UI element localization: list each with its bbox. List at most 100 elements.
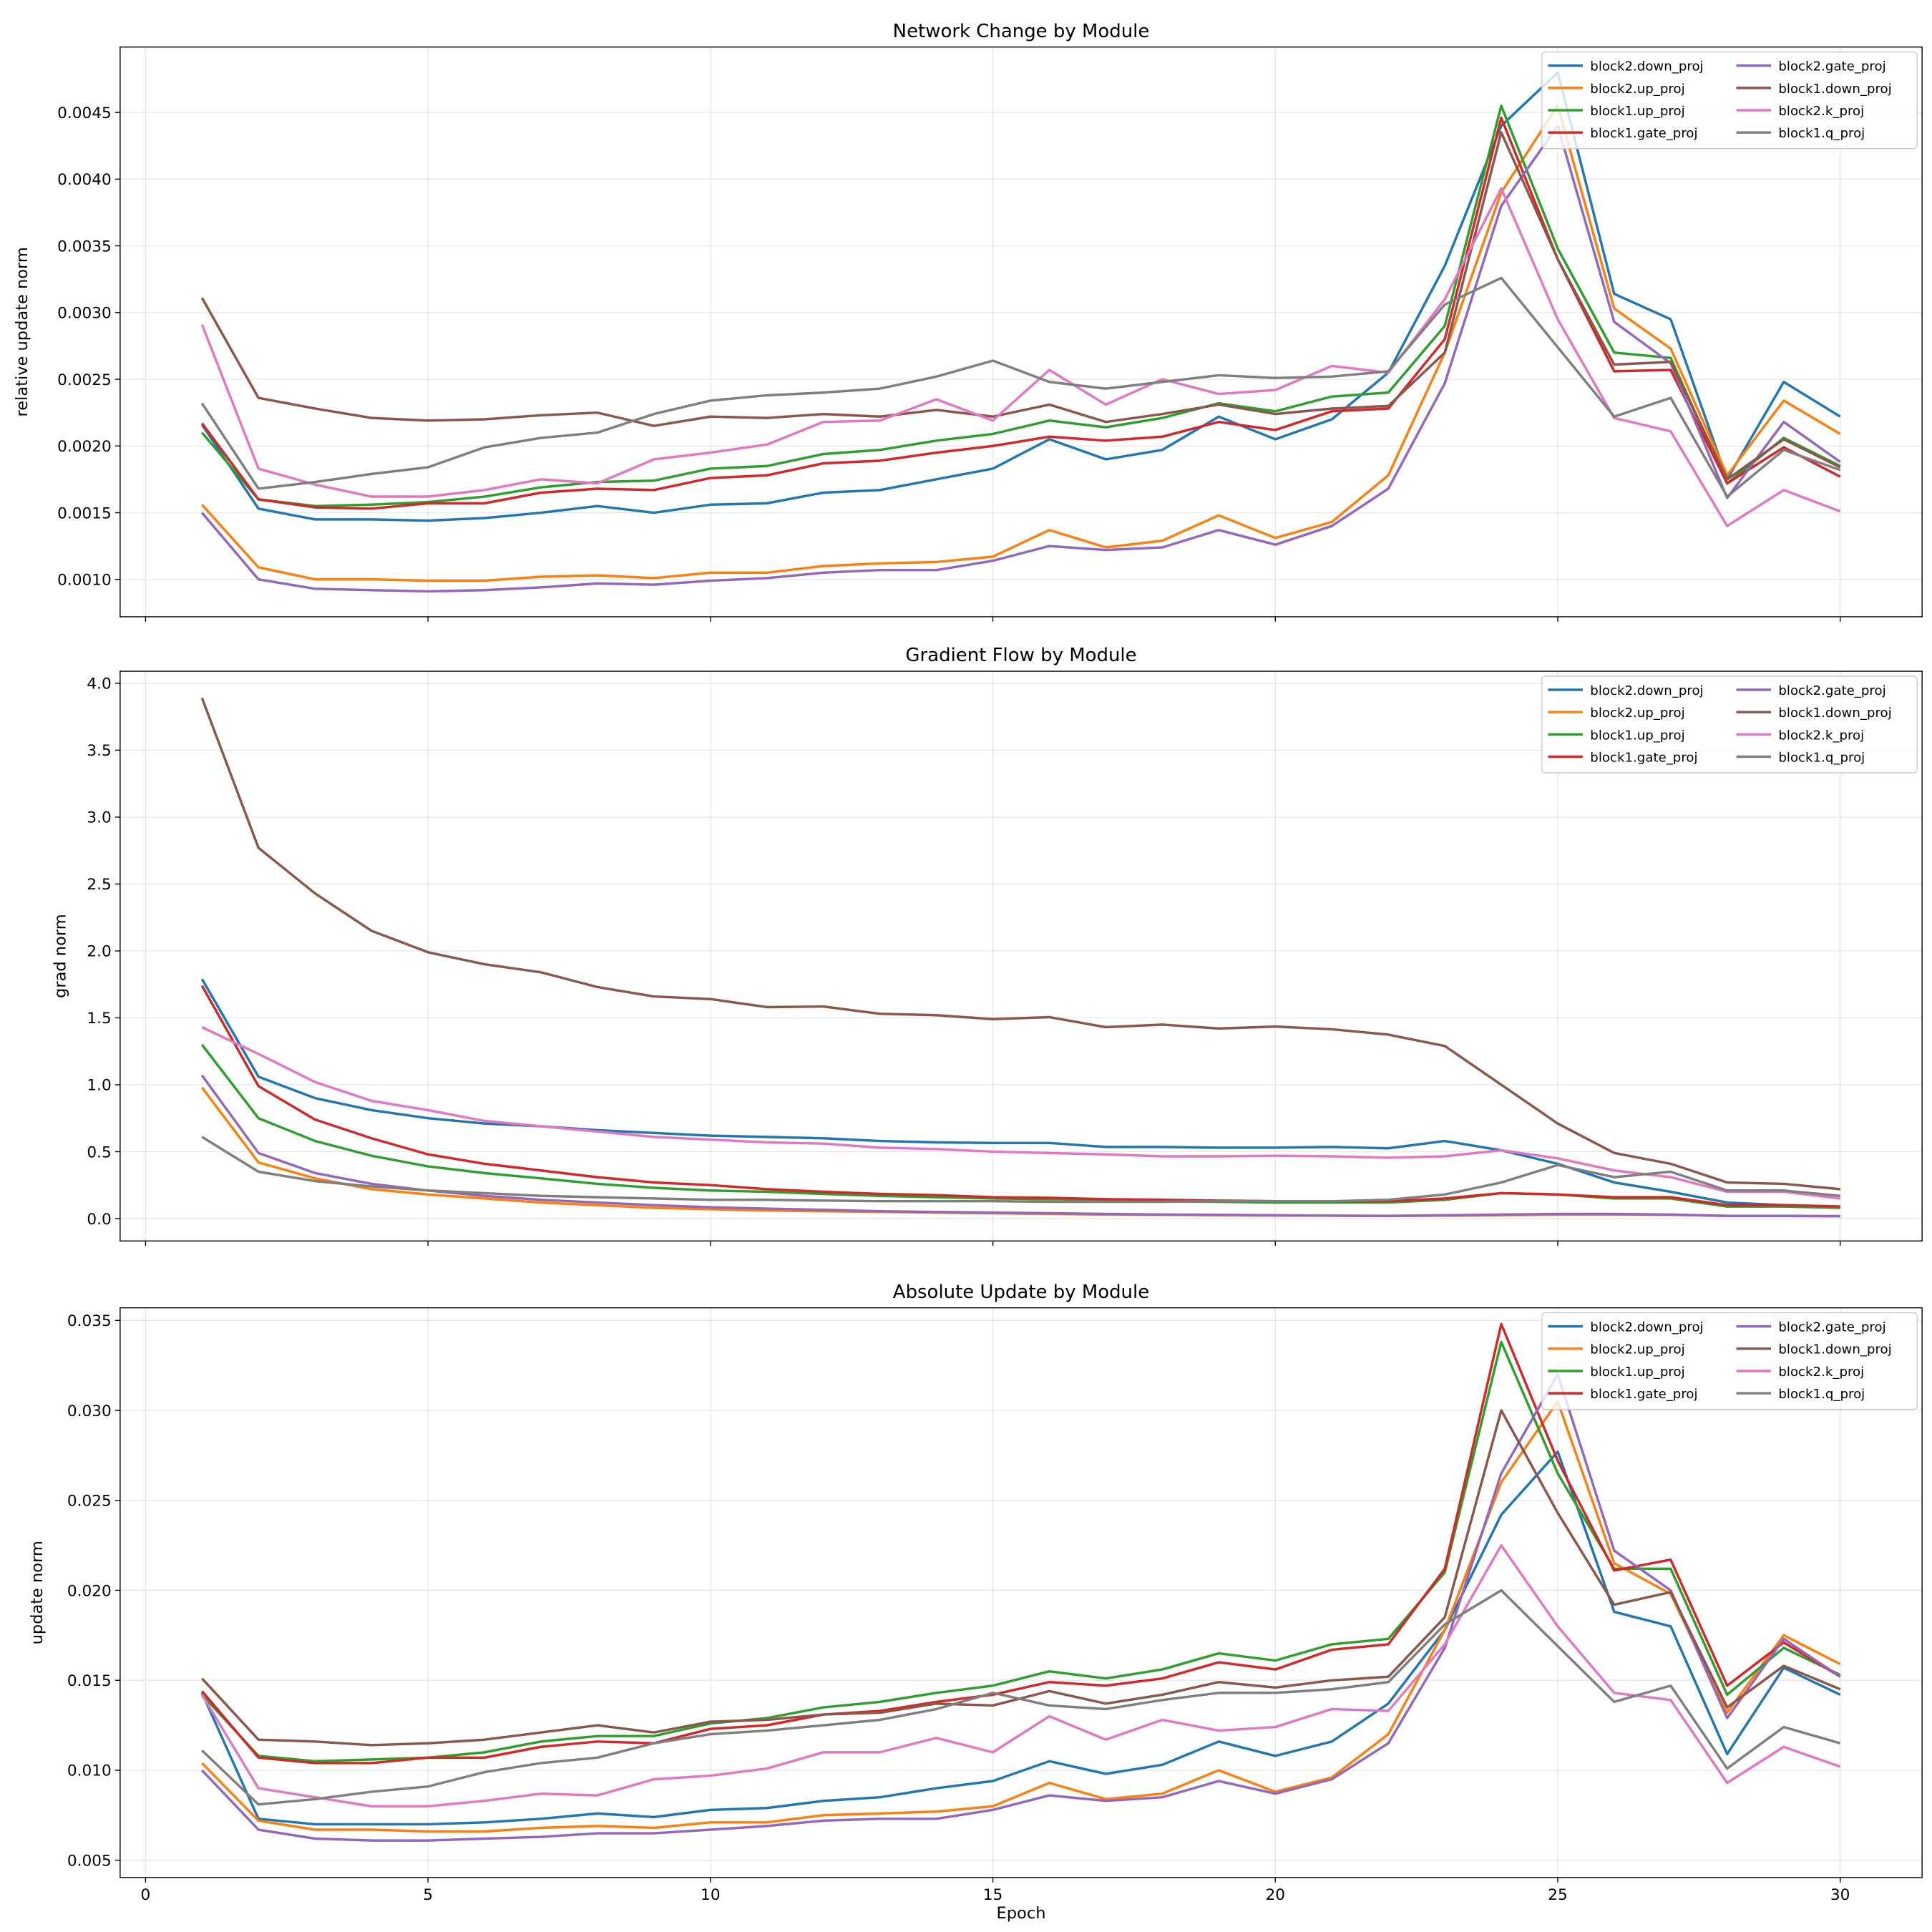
legend-label: block1.q_proj xyxy=(1778,126,1865,141)
y-tick-label: 0.025 xyxy=(67,1493,112,1511)
axes-frame xyxy=(119,670,1923,1241)
y-tick-label: 0.020 xyxy=(67,1582,112,1600)
legend-item: block1.gate_proj xyxy=(1548,126,1698,141)
legend-label: block2.k_proj xyxy=(1778,728,1864,743)
legend-frame xyxy=(1541,675,1918,774)
legend-label: block1.up_proj xyxy=(1590,104,1684,119)
y-tick-label: 0.5 xyxy=(87,1143,111,1161)
legend-item: block2.gate_proj xyxy=(1736,59,1886,74)
y-axis-label: grad norm xyxy=(52,914,70,998)
y-tick-label: 0.0025 xyxy=(57,371,112,389)
legend-item: block1.down_proj xyxy=(1736,1342,1892,1357)
legend-item: block1.up_proj xyxy=(1548,728,1685,743)
legend-item: block2.up_proj xyxy=(1548,1342,1685,1357)
chart-2: 0.0 0.5 1.0 1.5 2.0 2.5 3.0 3.5 4.0 Gradient Flow… xyxy=(52,645,1923,1246)
legend-label: block2.gate_proj xyxy=(1778,59,1885,74)
chart-title: Network Change by Module xyxy=(893,21,1150,42)
y-tick-label: 0.015 xyxy=(67,1672,112,1690)
legend-item: block1.down_proj xyxy=(1736,706,1892,721)
legend-item: block2.up_proj xyxy=(1548,706,1685,721)
legend-item: block1.gate_proj xyxy=(1548,750,1698,765)
legend-item: block1.q_proj xyxy=(1736,1387,1865,1402)
y-tick-label: 2.0 xyxy=(87,943,111,961)
series-line-block2-k_proj xyxy=(201,1025,1840,1200)
legend-item: block2.gate_proj xyxy=(1736,683,1886,698)
series-line-block1-up_proj xyxy=(201,1340,1841,1763)
legend-label: block2.down_proj xyxy=(1590,683,1703,698)
legend-label: block2.up_proj xyxy=(1590,82,1684,97)
legend-item: block2.down_proj xyxy=(1548,59,1704,74)
legend-label: block1.q_proj xyxy=(1778,750,1865,765)
series-line-block1-down_proj xyxy=(200,697,1840,1191)
y-tick-label: 0.0020 xyxy=(57,438,112,456)
legend-label: block2.down_proj xyxy=(1590,1320,1703,1335)
y-tick-label: 3.0 xyxy=(87,809,111,827)
series-line-block1-gate_proj xyxy=(200,1322,1841,1765)
y-tick-label: 0.0 xyxy=(87,1211,111,1229)
x-tick-label: 25 xyxy=(1548,1886,1568,1904)
series-line-block1-down_proj xyxy=(200,131,1841,481)
legend-item: block1.gate_proj xyxy=(1548,1387,1698,1402)
legend-label: block1.down_proj xyxy=(1778,706,1891,721)
y-tick-label: 0.010 xyxy=(67,1762,112,1780)
series-line-block1-q_proj xyxy=(200,276,1841,498)
legend-label: block2.k_proj xyxy=(1778,1365,1864,1380)
legend-item: block1.q_proj xyxy=(1736,750,1865,765)
series-line-block2-gate_proj xyxy=(200,125,1841,593)
legend-item: block1.up_proj xyxy=(1548,1365,1685,1380)
legend-item: block2.down_proj xyxy=(1548,1320,1704,1335)
chart-1: 0.0010 0.0015 0.0020 0.0025 0.0030 0.0035 0.00… xyxy=(13,21,1923,622)
legend-item: block1.up_proj xyxy=(1548,104,1685,119)
series-line-block2-gate_proj xyxy=(200,1074,1840,1218)
series-line-block2-k_proj xyxy=(200,187,1841,527)
legend-label: block2.gate_proj xyxy=(1778,683,1885,698)
legend-label: block1.up_proj xyxy=(1590,1365,1684,1380)
legend-label: block2.k_proj xyxy=(1778,104,1864,119)
x-axis-label: Epoch xyxy=(997,1904,1046,1923)
y-tick-label: 3.5 xyxy=(87,742,111,760)
axes-frame xyxy=(119,1307,1923,1878)
legend-frame xyxy=(1541,52,1918,150)
y-tick-label: 0.030 xyxy=(67,1402,112,1420)
y-tick-label: 1.0 xyxy=(87,1077,111,1095)
legend-label: block1.up_proj xyxy=(1590,728,1684,743)
series-line-block1-q_proj xyxy=(201,1136,1840,1204)
y-axis-label: update norm xyxy=(28,1541,47,1644)
legend-label: block2.up_proj xyxy=(1590,706,1684,721)
legend-frame xyxy=(1541,1312,1918,1410)
legend-label: block2.up_proj xyxy=(1590,1342,1684,1357)
series-line-block2-up_proj xyxy=(201,1400,1841,1833)
series-line-block1-q_proj xyxy=(201,1589,1841,1806)
legend-item: block2.k_proj xyxy=(1736,1365,1864,1380)
legend-label: block1.q_proj xyxy=(1778,1387,1865,1402)
legend-label: block2.down_proj xyxy=(1590,59,1703,74)
legend-item: block2.down_proj xyxy=(1548,683,1704,698)
legend-item: block2.up_proj xyxy=(1548,82,1685,97)
chart-3: 0 5 10 15 20 25 30 0.005 0.010 0.015 0.020 0.025 0.0… xyxy=(28,1282,1923,1923)
legend-label: block2.gate_proj xyxy=(1778,1320,1885,1335)
legend: block2.down_proj block2.up_proj block1.up_… xyxy=(1541,675,1918,774)
x-tick-label: 5 xyxy=(423,1886,433,1904)
legend-label: block1.gate_proj xyxy=(1590,1387,1697,1402)
legend-label: block1.down_proj xyxy=(1778,1342,1891,1357)
x-tick-label: 30 xyxy=(1830,1886,1850,1904)
series-line-block2-k_proj xyxy=(200,1543,1841,1808)
axes-frame xyxy=(119,47,1923,618)
y-tick-label: 0.0040 xyxy=(57,171,112,189)
y-tick-label: 0.005 xyxy=(67,1852,112,1870)
legend-label: block1.down_proj xyxy=(1778,82,1891,97)
x-tick-label: 20 xyxy=(1265,1886,1285,1904)
legend-item: block1.down_proj xyxy=(1736,82,1892,97)
y-tick-label: 2.5 xyxy=(87,876,111,894)
y-tick-label: 0.0015 xyxy=(57,504,112,522)
chart-title: Gradient Flow by Module xyxy=(905,645,1136,666)
y-tick-label: 0.035 xyxy=(67,1312,112,1330)
x-tick-label: 0 xyxy=(141,1886,151,1904)
legend: block2.down_proj block2.up_proj block1.up_… xyxy=(1541,52,1918,150)
y-tick-label: 0.0010 xyxy=(57,572,112,590)
legend-label: block1.gate_proj xyxy=(1590,750,1697,765)
legend-item: block1.q_proj xyxy=(1736,126,1865,141)
legend: block2.down_proj block2.up_proj block1.up_… xyxy=(1541,1312,1918,1410)
legend-item: block2.k_proj xyxy=(1736,104,1864,119)
